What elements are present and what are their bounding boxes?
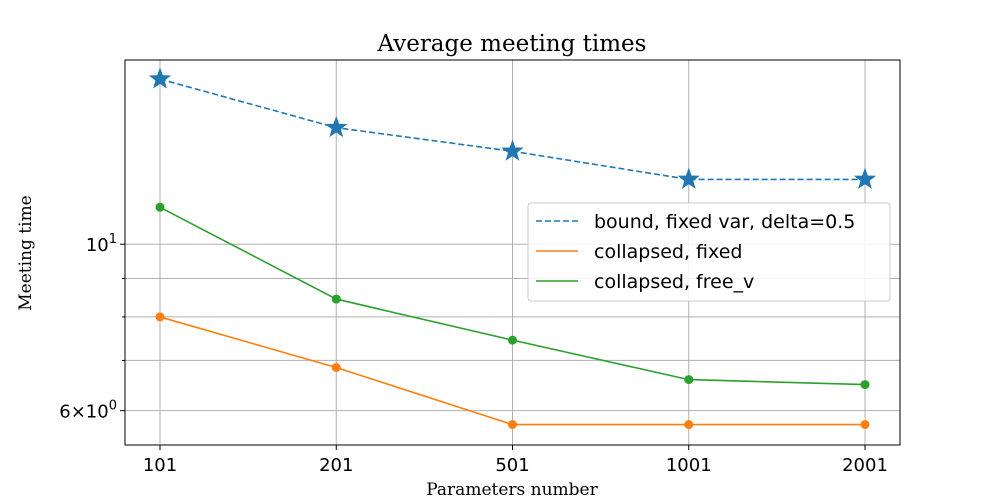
data-point-circle xyxy=(684,420,694,430)
data-point-circle xyxy=(508,335,517,345)
data-point-star xyxy=(325,115,348,138)
x-tick-label: 501 xyxy=(495,455,529,476)
series-layer xyxy=(148,67,877,430)
data-point-circle xyxy=(331,362,341,372)
data-point-star xyxy=(501,139,524,161)
data-point-circle xyxy=(860,420,870,430)
legend-label: collapsed, fixed xyxy=(594,241,742,263)
x-axis-label: Parameters number xyxy=(426,480,598,500)
y-tick-label: 6×100 xyxy=(59,399,117,423)
x-tick-label: 101 xyxy=(143,455,177,476)
legend-label: bound, fixed var, delta=0.5 xyxy=(594,211,855,233)
x-tick-label: 201 xyxy=(319,455,353,476)
data-point-circle xyxy=(860,380,870,390)
data-point-star xyxy=(148,67,172,89)
data-point-circle xyxy=(155,202,165,212)
x-tick-label: 2001 xyxy=(842,455,888,476)
data-point-circle xyxy=(508,420,517,430)
data-point-star xyxy=(677,167,700,189)
legend-box xyxy=(527,202,891,302)
y-tick-label: 101 xyxy=(86,232,117,256)
axis-layer: 101 201 501 1001 2001 101 6×100 xyxy=(59,232,888,476)
legend-label: collapsed, free_v xyxy=(594,271,754,293)
x-tick-label: 1001 xyxy=(666,455,712,476)
data-point-star xyxy=(853,167,877,189)
chart-title: Average meeting times xyxy=(377,31,647,57)
data-point-circle xyxy=(331,294,341,304)
data-point-circle xyxy=(155,312,165,322)
legend: bound, fixed var, delta=0.5 collapsed, fi… xyxy=(527,202,891,302)
data-point-circle xyxy=(684,375,694,385)
y-axis-label: Meeting time xyxy=(16,195,36,310)
